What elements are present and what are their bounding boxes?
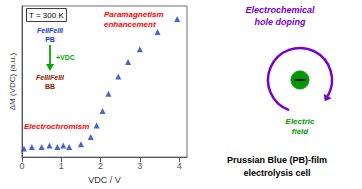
svg-text:enhancement: enhancement [104, 20, 156, 29]
svg-text:+VDC: +VDC [56, 54, 75, 61]
svg-text:1: 1 [59, 161, 64, 171]
svg-text:Electrochromism: Electrochromism [24, 122, 89, 131]
svg-text:Prussian Blue (PB)-film: Prussian Blue (PB)-film [227, 155, 327, 165]
svg-text:ΔM (VDC) (a.u.): ΔM (VDC) (a.u.) [8, 53, 17, 111]
svg-text:VDC / V: VDC / V [88, 175, 121, 185]
svg-text:3: 3 [137, 161, 142, 171]
svg-text:FeIIFeIII: FeIIFeIII [37, 27, 64, 34]
svg-text:BB: BB [45, 83, 55, 90]
svg-text:4: 4 [177, 161, 182, 171]
svg-text:field: field [292, 127, 310, 136]
svg-text:2: 2 [98, 161, 103, 171]
svg-text:Electric: Electric [286, 117, 315, 126]
svg-text:0: 0 [19, 161, 24, 171]
svg-text:T = 300 K: T = 300 K [29, 11, 64, 20]
svg-text:hole doping: hole doping [255, 17, 306, 27]
svg-text:Electrochemical: Electrochemical [245, 5, 315, 15]
svg-text:FeIIIFeIII: FeIIIFeIII [36, 74, 65, 81]
svg-text:electrolysis cell: electrolysis cell [243, 168, 310, 178]
svg-text:PB: PB [45, 36, 55, 43]
svg-text:Paramagnetism: Paramagnetism [104, 10, 164, 19]
